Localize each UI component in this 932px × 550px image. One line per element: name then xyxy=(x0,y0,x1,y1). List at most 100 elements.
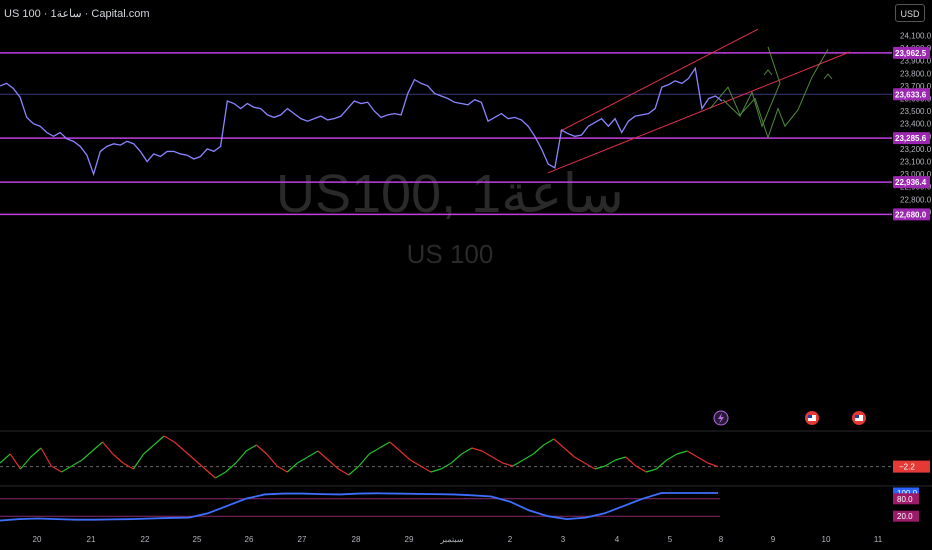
oscillator-segment xyxy=(707,462,719,468)
oscillator-segment xyxy=(584,462,596,470)
time-axis: 20 21 22 25 26 27 28 29 سبتمبر 2 3 4 5 8 9 10 11 xyxy=(33,535,883,544)
oscillator-segment xyxy=(553,438,565,449)
price-tick-label: 23,800.0 xyxy=(900,69,932,78)
price-axis: 24,100.024,000.023,900.023,800.023,700.0… xyxy=(900,32,932,217)
oscillator-segment xyxy=(379,441,391,449)
time-tick-label: 25 xyxy=(193,535,202,544)
indicator-tag xyxy=(893,510,919,522)
level-price-tag xyxy=(893,46,930,59)
oscillator-segment xyxy=(184,450,196,461)
oscillator-segment xyxy=(450,453,462,464)
time-tick-label: 27 xyxy=(298,535,307,544)
oscillator-segment xyxy=(594,465,606,470)
oscillator-segment xyxy=(256,444,268,455)
time-tick-label: سبتمبر xyxy=(440,535,464,544)
oscillator-segment xyxy=(61,465,73,473)
watermark: US100, 1ساعة US 100 xyxy=(276,164,624,269)
oscillator-segment xyxy=(327,459,339,470)
time-tick-label: 28 xyxy=(352,535,361,544)
oscillator-segment xyxy=(153,435,165,446)
last-price-label: 23,633.6 xyxy=(895,90,927,99)
oscillator-segment xyxy=(368,447,380,455)
time-tick-label: 8 xyxy=(719,535,724,544)
oscillator-segment xyxy=(132,453,145,470)
time-tick-label: 29 xyxy=(405,535,414,544)
oscillator-segment xyxy=(686,450,698,458)
time-tick-label: 22 xyxy=(141,535,150,544)
channel-upper-line xyxy=(559,28,759,132)
oscillator-segment xyxy=(604,459,616,467)
level-price-tag xyxy=(893,208,930,221)
time-tick-label: 4 xyxy=(615,535,620,544)
indicator-tag-label: 80.0 xyxy=(897,495,913,504)
oscillator-segment xyxy=(440,462,452,470)
time-tick-label: 3 xyxy=(561,535,566,544)
lightning-icon xyxy=(718,413,724,424)
indicator-tag-label: 20.0 xyxy=(897,512,913,521)
price-line xyxy=(0,66,723,177)
currency-button[interactable]: USD xyxy=(895,4,925,22)
oscillator-segment xyxy=(522,453,534,461)
oscillator-segment xyxy=(348,465,360,476)
oscillator-segment xyxy=(492,456,503,464)
oscillator-segment xyxy=(307,450,319,458)
event-markers[interactable] xyxy=(713,410,866,426)
oscillator-segment xyxy=(409,459,421,467)
price-tick-label: 23,500.0 xyxy=(900,107,932,116)
us-flag-icon xyxy=(808,415,812,418)
indicator-pane: 100.080.020.0 xyxy=(0,485,932,522)
oscillator-segment xyxy=(615,456,626,461)
oscillator-segment xyxy=(245,444,257,452)
arrow-icon xyxy=(763,69,773,76)
price-tick-label: 23,100.0 xyxy=(900,158,932,167)
oscillator-segment xyxy=(9,453,22,470)
channel-lower-line xyxy=(547,51,851,174)
price-tick-label: 23,200.0 xyxy=(900,145,932,154)
time-tick-label: 10 xyxy=(822,535,831,544)
watermark-name: US 100 xyxy=(407,239,494,269)
time-tick-label: 20 xyxy=(33,535,42,544)
oscillator-segment xyxy=(430,468,442,473)
time-tick-label: 26 xyxy=(245,535,254,544)
oscillator-segment xyxy=(122,462,134,470)
price-tick-label: 23,900.0 xyxy=(900,57,932,66)
time-tick-label: 21 xyxy=(87,535,96,544)
oscillator-segment xyxy=(163,435,175,443)
oscillator-segment xyxy=(30,447,42,458)
oscillator-segment xyxy=(625,456,637,467)
oscillator-segment xyxy=(646,468,657,473)
price-tick-label: 24,100.0 xyxy=(900,32,932,41)
oscillator-segment xyxy=(276,465,288,473)
oscillator-segment xyxy=(481,450,493,458)
oscillator-segment xyxy=(563,447,575,458)
us-flag-icon xyxy=(855,415,859,418)
oscillator-segment xyxy=(389,441,401,452)
oscillator-segment xyxy=(173,441,186,452)
horizontal-levels[interactable]: 23,962.5 23,285.6 22,936.4 22,680.0 23,633.6 xyxy=(0,46,930,221)
oscillator-segment xyxy=(512,459,524,467)
oscillator-segment xyxy=(543,438,555,446)
arrow-icon xyxy=(823,73,833,80)
oscillator-segment xyxy=(50,465,62,473)
oscillator-segment xyxy=(81,450,93,461)
time-tick-label: 5 xyxy=(668,535,673,544)
oscillator-segment xyxy=(71,459,83,467)
oscillator-segment xyxy=(697,456,709,464)
projection-paths[interactable] xyxy=(709,46,833,140)
oscillator-segment xyxy=(399,450,411,461)
price-tick-label: 23,700.0 xyxy=(900,82,932,91)
level-price-label: 23,285.6 xyxy=(895,134,927,143)
oscillator-segment xyxy=(143,444,155,455)
time-tick-label: 9 xyxy=(771,535,776,544)
projection-path-1 xyxy=(722,46,781,128)
indicator-line xyxy=(0,492,718,522)
oscillator-segment xyxy=(194,459,206,470)
oscillator-segment xyxy=(338,468,350,476)
trend-channel[interactable] xyxy=(547,28,851,174)
oscillator-segment xyxy=(286,462,298,473)
price-tick-label: 23,000.0 xyxy=(900,170,932,179)
price-tick-label: 22,800.0 xyxy=(900,195,932,204)
oscillator-segment xyxy=(502,462,514,467)
time-tick-label: 2 xyxy=(508,535,513,544)
